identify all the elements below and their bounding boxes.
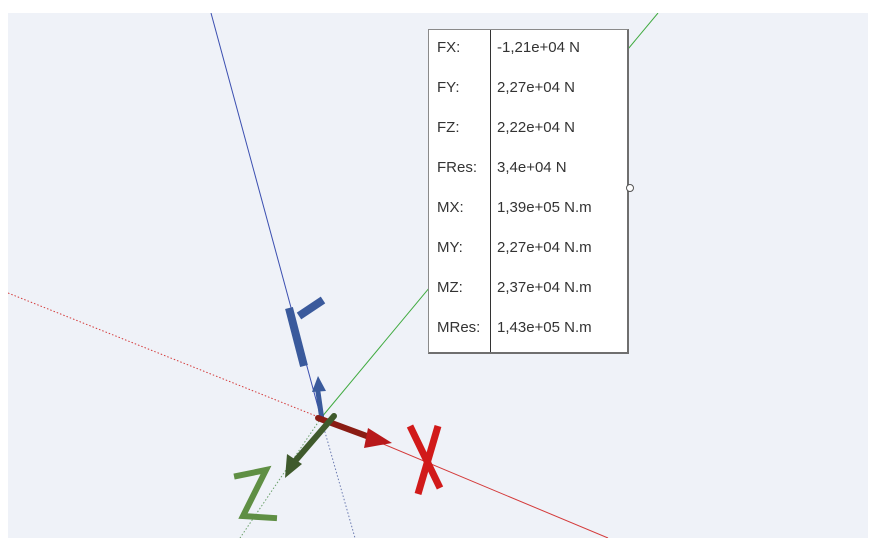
row-label: MZ: (437, 279, 463, 296)
row-value: 2,37e+04 N.m (497, 279, 592, 296)
column-divider (490, 30, 491, 352)
row-label: MX: (437, 199, 464, 216)
results-table: FX: -1,21e+04 N FY: 2,27e+04 N FZ: 2,22e… (428, 29, 629, 354)
table-resize-handle[interactable] (626, 184, 634, 192)
row-label: FRes: (437, 159, 478, 176)
x-axis-label (406, 424, 444, 495)
table-row: FY: 2,27e+04 N (429, 70, 627, 110)
row-label: FX: (437, 39, 461, 56)
row-label: FZ: (437, 119, 460, 136)
table-row: FX: -1,21e+04 N (429, 30, 627, 70)
table-row: MZ: 2,37e+04 N.m (429, 270, 627, 310)
row-value: 2,27e+04 N (497, 79, 575, 96)
z-axis-arrow (285, 413, 337, 478)
row-label: FY: (437, 79, 460, 96)
axis-scene (8, 13, 659, 538)
table-row: MRes: 1,43e+05 N.m (429, 310, 627, 350)
global-y-axis-line-dashed (320, 417, 356, 538)
table-row: MY: 2,27e+04 N.m (429, 230, 627, 270)
table-row: FRes: 3,4e+04 N (429, 150, 627, 190)
y-axis-arrow (312, 376, 326, 423)
global-z-axis-line-dashed (239, 417, 322, 538)
y-axis-label (285, 296, 326, 368)
z-axis-label (233, 465, 278, 522)
row-value: 2,22e+04 N (497, 119, 575, 136)
row-value: 3,4e+04 N (497, 159, 567, 176)
row-value: -1,21e+04 N (497, 39, 580, 56)
table-row: MX: 1,39e+05 N.m (429, 190, 627, 230)
row-value: 1,39e+05 N.m (497, 199, 592, 216)
row-value: 2,27e+04 N.m (497, 239, 592, 256)
row-label: MRes: (437, 319, 481, 336)
row-value: 1,43e+05 N.m (497, 319, 592, 336)
row-label: MY: (437, 239, 463, 256)
table-row: FZ: 2,22e+04 N (429, 110, 627, 150)
global-x-axis-line-dashed (8, 292, 322, 419)
